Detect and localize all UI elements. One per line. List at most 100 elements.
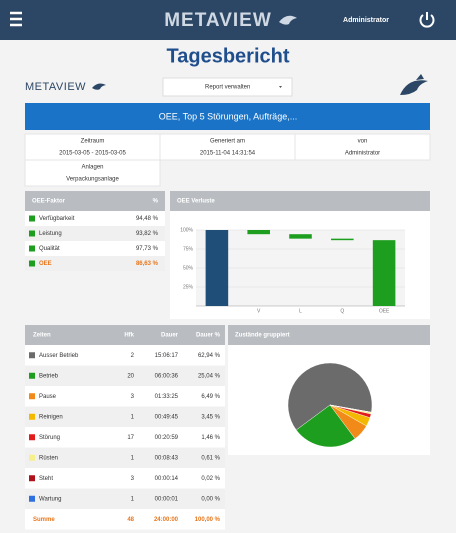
color-square [29, 413, 35, 420]
x-tick-label: Q [340, 308, 344, 314]
toolbar-logo [92, 83, 106, 90]
bar [247, 230, 270, 235]
x-tick-label: L [299, 308, 302, 314]
table-row [25, 256, 165, 271]
info-cell [24, 133, 161, 161]
banner [25, 103, 430, 130]
table-cell: 1,46 % [201, 435, 220, 441]
table-cell: 3 [131, 394, 135, 400]
info-cell [294, 133, 431, 161]
panel-title: OEE Verluste [177, 199, 215, 205]
total-row [25, 509, 225, 530]
table-cell: 1 [131, 455, 135, 461]
table-cell: 3,45 % [201, 414, 220, 420]
table-row [25, 226, 165, 241]
table-row [25, 488, 225, 509]
factor-value: 86,63 % [136, 261, 159, 267]
table-row [25, 447, 225, 468]
color-square [29, 495, 35, 502]
color-square [29, 434, 35, 441]
table-cell: 17 [127, 435, 134, 441]
factor-name: Leistung [39, 231, 62, 237]
table-cell: 1 [131, 496, 135, 502]
table-cell: Steht [39, 476, 53, 482]
table-row [25, 406, 225, 427]
report-select[interactable] [162, 77, 293, 97]
oee-loss-panel: OEE Verluste 25% 50% 75% 100% V L Q OEE [170, 191, 430, 319]
panel-header [228, 325, 430, 345]
table-cell: 0,61 % [201, 455, 220, 461]
state-pie-panel: Zustände gruppiert [228, 325, 430, 455]
table-cell: 06:00:36 [155, 373, 179, 379]
color-square [29, 475, 35, 482]
table-cell: 25,04 % [198, 373, 221, 379]
info-table: Zeitraum 2015-03-05 - 2015-03-05 Generiert… [24, 133, 431, 187]
table-cell: 3 [131, 476, 135, 482]
info-value: 2015-03-05 - 2015-03-05 [59, 151, 126, 157]
bar [289, 234, 312, 239]
brand: METAVIEW [164, 10, 272, 31]
factor-value: 93,82 % [136, 231, 159, 237]
info-cell [24, 159, 161, 187]
company-logo [400, 74, 428, 95]
power-button[interactable] [419, 12, 435, 28]
panel-title: Zustände gruppiert [235, 333, 290, 339]
table-cell: 0,00 % [201, 496, 220, 502]
table-cell: Wartung [39, 496, 61, 502]
bar [372, 240, 396, 306]
info-label: Generiert am [210, 139, 245, 145]
table-cell: 00:08:43 [155, 455, 179, 461]
info-value: 2015-11-04 14:31:54 [200, 151, 256, 157]
table-row [25, 468, 225, 489]
panel-header [170, 191, 430, 211]
color-square [29, 454, 35, 461]
table-cell: 62,94 % [198, 353, 221, 359]
table-cell: 00:20:59 [155, 435, 179, 441]
table-cell: 15:06:17 [155, 353, 179, 359]
table-cell: Ausser Betrieb [39, 353, 79, 359]
total-cell: 100,00 % [195, 517, 221, 523]
color-square [29, 393, 35, 400]
y-tick-label: 75% [183, 246, 194, 252]
header-cell: Hfk [124, 333, 134, 339]
report-select-label: Report verwalten [205, 85, 250, 91]
x-tick-label: V [257, 308, 261, 314]
user-name[interactable]: Administrator [343, 17, 389, 24]
table-cell: Betrieb [39, 373, 59, 379]
table-cell: 0,02 % [201, 476, 220, 482]
menu-button[interactable] [10, 11, 22, 27]
table-cell: 1 [131, 414, 135, 420]
table-row [25, 365, 225, 386]
factor-name: OEE [39, 261, 52, 267]
color-square [29, 260, 35, 267]
y-tick-label: 50% [183, 265, 194, 271]
table-cell: 20 [127, 373, 134, 379]
table-row [25, 211, 165, 226]
info-label: Anlagen [81, 165, 103, 171]
y-tick-label: 100% [180, 227, 193, 233]
total-cell: Summe [33, 517, 55, 523]
color-square [29, 215, 35, 222]
brand-logo [279, 15, 297, 25]
total-cell: 24:00:00 [154, 517, 179, 523]
table-cell: 2 [131, 353, 135, 359]
bar [331, 238, 354, 241]
table-cell: 00:49:45 [155, 414, 179, 420]
info-value: Verpackungsanlage [66, 177, 119, 183]
factor-name: Verfügbarkeit [39, 216, 75, 222]
table-row [25, 241, 165, 256]
header-cell: Dauer [161, 333, 179, 339]
table-cell: Störung [39, 435, 60, 441]
table-cell: Reinigen [39, 414, 63, 420]
header-cell: OEE-Faktor [32, 199, 66, 205]
color-square [29, 372, 35, 379]
select-arrow [279, 86, 282, 88]
page-title: Tagesbericht [167, 45, 290, 67]
pie-slice [295, 404, 356, 448]
color-square [29, 245, 35, 252]
table-cell: 00:00:01 [155, 496, 179, 502]
table-cell: Pause [39, 394, 57, 400]
table-cell: 6,49 % [201, 394, 220, 400]
